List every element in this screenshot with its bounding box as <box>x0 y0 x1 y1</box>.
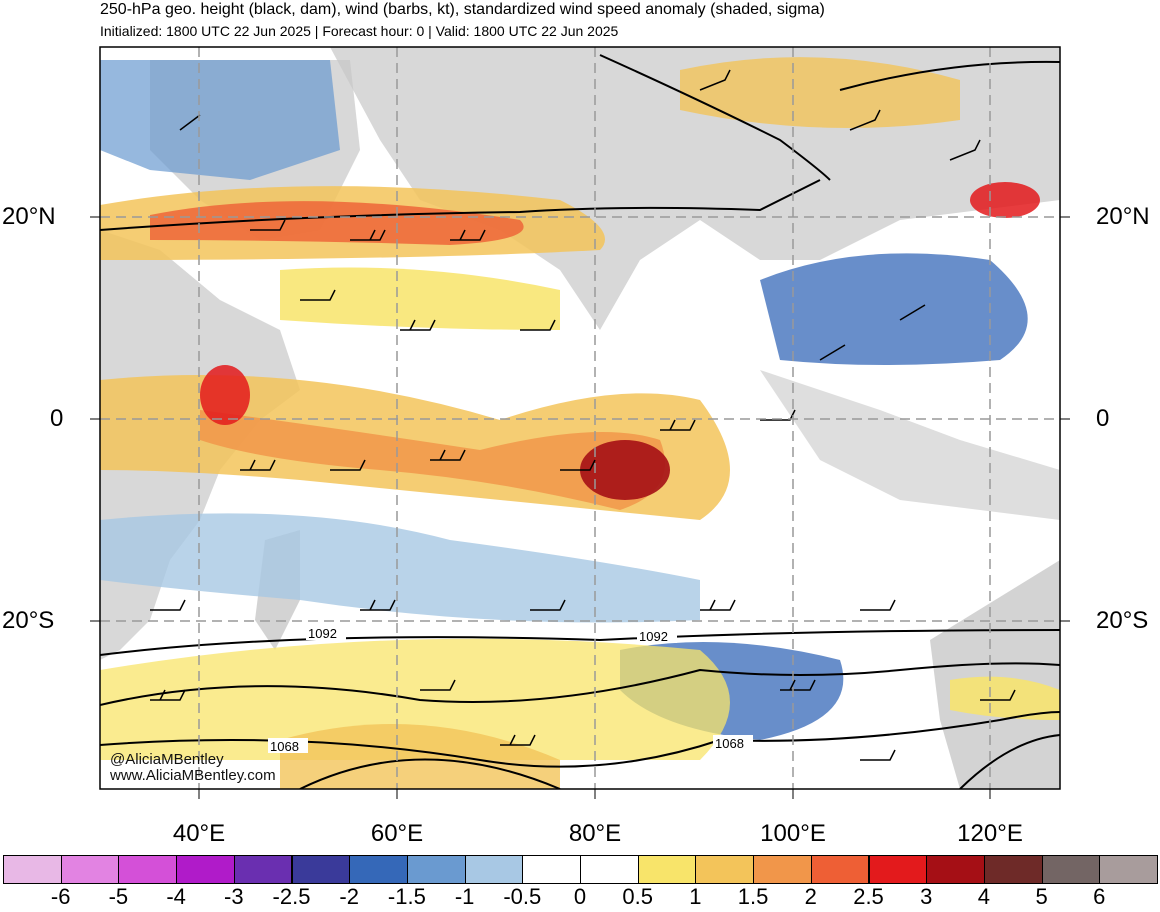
colorbar-swatch <box>406 855 466 884</box>
credit-twitter: @AliciaMBentley <box>110 751 224 768</box>
colorbar-label: -5 <box>108 884 129 909</box>
lon-label-40e: 40°E <box>172 820 226 847</box>
height-contour <box>959 734 1060 789</box>
contour-label: 1068 <box>270 739 299 754</box>
height-contour <box>100 179 821 231</box>
colorbar-swatch <box>810 855 870 884</box>
colorbar-swatch <box>695 855 755 884</box>
chart-subtitle: Initialized: 1800 UTC 22 Jun 2025 | Fore… <box>100 23 619 39</box>
land-indonesia <box>760 370 1060 520</box>
colorbar-swatch <box>1099 855 1158 884</box>
colorbar-label: 1.5 <box>737 884 769 909</box>
anomaly-band-southwest-australia <box>950 676 1060 720</box>
wind-barbs <box>150 69 1016 761</box>
colorbar-swatch <box>580 855 639 884</box>
colorbar-swatch <box>3 855 62 884</box>
lat-label-eq-left: 0 <box>50 405 64 432</box>
lat-label-20s-right: 20°S <box>1096 607 1149 634</box>
credit-website: www.AliciaMBentley.com <box>110 767 276 784</box>
gridlines <box>100 47 1060 789</box>
weather-map: 1092 1092 1068 1068 <box>90 46 1070 799</box>
height-contour <box>599 54 831 181</box>
contour-label: 1092 <box>639 629 668 644</box>
height-contour <box>100 629 1060 656</box>
colorbar-label: -4 <box>166 884 186 909</box>
lat-label-20n-right: 20°N <box>1096 203 1150 230</box>
colorbar-swatch <box>868 855 928 884</box>
lon-label-60e: 60°E <box>370 820 424 847</box>
land-australia <box>930 560 1060 789</box>
colorbar-swatch <box>522 855 581 884</box>
colorbar-label: -2.5 <box>272 884 311 909</box>
anomaly-core-north-jet <box>150 201 524 245</box>
colorbar-label: 6 <box>1093 884 1106 909</box>
colorbar-label: 2 <box>804 884 817 909</box>
chart-title: 250-hPa geo. height (black, dam), wind (… <box>100 1 825 18</box>
height-contour <box>100 662 1060 706</box>
colorbar-swatch <box>60 855 120 884</box>
anomaly-band-far-south <box>280 724 560 789</box>
colorbar-swatch <box>926 855 985 884</box>
colorbar-swatch <box>176 855 235 884</box>
height-contour <box>839 60 1060 91</box>
lat-label-20n-left: 20°N <box>2 203 56 230</box>
lat-label-20s-left: 20°S <box>2 607 55 634</box>
anomaly-max-africa <box>200 365 250 425</box>
lon-label-100e: 100°E <box>760 820 826 847</box>
contour-label: 1068 <box>715 736 744 751</box>
colorbar-label: 5 <box>1035 884 1048 909</box>
colorbar-swatch <box>753 855 812 884</box>
colorbar-label: -3 <box>224 884 244 909</box>
colorbar-label: -2 <box>339 884 359 909</box>
colorbar-label: 1 <box>689 884 702 909</box>
anomaly-band-east-asia <box>680 57 960 129</box>
anomaly-band-arabian-sea <box>280 267 560 330</box>
colorbar-swatch <box>1041 855 1101 884</box>
lat-label-eq-right: 0 <box>1096 405 1110 432</box>
colorbar-swatch <box>291 855 351 884</box>
colorbar-label: -1.5 <box>387 884 426 909</box>
colorbar-label: -6 <box>50 884 71 909</box>
anomaly-neg-west <box>100 60 340 180</box>
anomaly-neg-south <box>100 513 700 623</box>
colorbar-swatch <box>118 855 178 884</box>
anomaly-max-equator <box>580 440 670 500</box>
axis-ticks <box>90 216 1070 799</box>
colorbar-swatch <box>637 855 697 884</box>
contour-label: 1092 <box>308 626 337 641</box>
colorbar-label: 0 <box>573 884 587 909</box>
colorbar-label: 4 <box>977 884 991 909</box>
colorbar-swatch <box>464 855 524 884</box>
colorbar-label: -1 <box>454 884 475 909</box>
anomaly-neg-southeast-asia <box>760 253 1028 365</box>
colorbar-swatch <box>349 855 408 884</box>
colorbar-label: 2.5 <box>853 884 884 909</box>
anomaly-max-philippine-sea <box>970 182 1040 218</box>
lon-label-80e: 80°E <box>568 820 622 847</box>
lon-label-120e: 120°E <box>957 820 1023 847</box>
colorbar-label: 3 <box>920 884 933 909</box>
colorbar-label: -0.5 <box>503 884 542 909</box>
colorbar-label: 0.5 <box>622 884 653 909</box>
height-contour <box>299 758 561 789</box>
colorbar-swatch <box>233 855 293 884</box>
colorbar-swatch <box>983 855 1043 884</box>
